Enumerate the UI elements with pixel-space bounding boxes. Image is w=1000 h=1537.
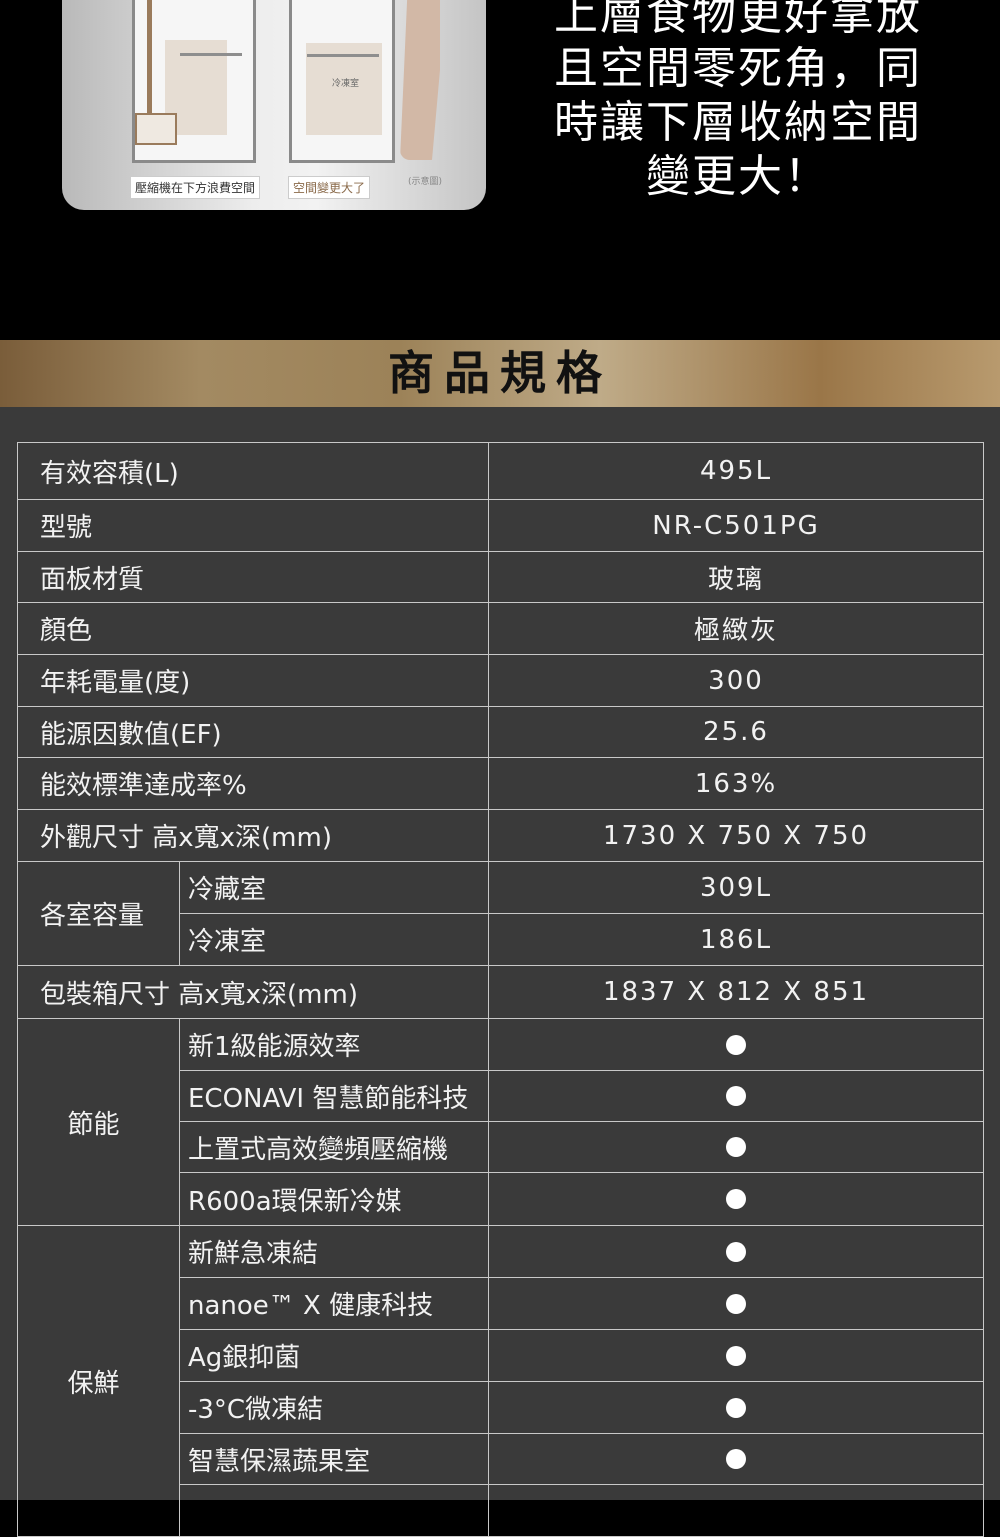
spec-feature-label: -3°C微凍結 — [179, 1381, 489, 1434]
promo-line: 變更大！ — [646, 151, 830, 202]
spec-value-cell — [488, 1225, 984, 1278]
spec-feature-label: nanoe™ X 健康科技 — [179, 1277, 489, 1330]
spec-value: 300 — [488, 654, 984, 707]
caption-left: 壓縮機在下方浪費空間 — [130, 176, 261, 199]
fridge-old-icon — [132, 0, 256, 163]
spec-value: 1730 X 750 X 750 — [488, 809, 984, 862]
spec-value-cell — [488, 1277, 984, 1330]
spec-feature-label: 上置式高效變頻壓縮機 — [179, 1121, 489, 1173]
spec-label: 面板材質 — [17, 551, 489, 603]
spec-value: 309L — [488, 861, 984, 914]
filled-circle-icon — [726, 1241, 746, 1262]
spec-label: 顏色 — [17, 602, 489, 655]
spec-group-label: 各室容量 — [17, 861, 180, 966]
section-title: 商品規格 — [388, 346, 612, 400]
filled-circle-icon — [726, 1189, 746, 1209]
section-banner: 商品規格 — [0, 340, 1000, 407]
spec-value: 玻璃 — [488, 551, 984, 603]
spec-label: 包裝箱尺寸 高x寬x深(mm) — [17, 965, 489, 1019]
spec-label: 能效標準達成率% — [17, 757, 489, 810]
promo-line: 且空間零死角，同 — [554, 43, 922, 94]
filled-circle-icon — [726, 1449, 746, 1469]
person-silhouette-icon — [400, 0, 440, 160]
spec-value-cell — [488, 1121, 984, 1173]
spec-sub-label: 冷凍室 — [179, 913, 489, 966]
promo-text: 上層食物更好拿放 且空間零死角，同 時讓下層收納空間 變更大！ — [540, 0, 936, 204]
spec-label: 有效容積(L) — [17, 442, 489, 500]
spec-value: 495L — [488, 442, 984, 500]
caption-right: 空間變更大了 — [288, 176, 371, 199]
fridge-new-icon: 冷凍室 — [289, 0, 395, 163]
spec-feature-label: Ag銀抑菌 — [179, 1329, 489, 1382]
spec-sub-label: 冷藏室 — [179, 861, 489, 914]
spec-value-cell — [488, 1070, 984, 1122]
spec-label: 能源因數值(EF) — [17, 706, 489, 758]
filled-circle-icon — [726, 1086, 746, 1106]
illustration-card: 冷凍室 壓縮機在下方浪費空間 空間變更大了 (示意圖) — [62, 0, 486, 210]
spec-value-cell — [488, 1018, 984, 1071]
spec-group-label: 保鮮 — [17, 1225, 180, 1537]
spec-feature-label: 新1級能源效率 — [179, 1018, 489, 1071]
spec-value-cell — [488, 1172, 984, 1226]
width-arrow-icon — [307, 54, 379, 57]
spec-value-cell — [488, 1329, 984, 1382]
freezer-label: 冷凍室 — [332, 79, 360, 89]
spec-feature-label — [179, 1484, 489, 1537]
spec-value: 186L — [488, 913, 984, 966]
illustration-note: (示意圖) — [408, 177, 443, 187]
spec-value-cell — [488, 1381, 984, 1434]
spec-feature-label: ECONAVI 智慧節能科技 — [179, 1070, 489, 1122]
spec-label: 型號 — [17, 499, 489, 552]
promo-line: 時讓下層收納空間 — [554, 97, 922, 148]
spec-value-cell — [488, 1484, 984, 1537]
spec-value: NR-C501PG — [488, 499, 984, 552]
filled-circle-icon — [726, 1293, 746, 1314]
filled-circle-icon — [726, 1397, 746, 1418]
spec-feature-label: 智慧保濕蔬果室 — [179, 1433, 489, 1485]
filled-circle-icon — [726, 1137, 746, 1157]
spec-value: 163% — [488, 757, 984, 810]
width-arrow-icon — [180, 53, 242, 56]
spec-value: 極緻灰 — [488, 602, 984, 655]
filled-circle-icon — [726, 1345, 746, 1366]
spec-label: 年耗電量(度) — [17, 654, 489, 707]
spec-feature-label: R600a環保新冷媒 — [179, 1172, 489, 1226]
spec-value: 1837 X 812 X 851 — [488, 965, 984, 1019]
spec-feature-label: 新鮮急凍結 — [179, 1225, 489, 1278]
promo-line: 上層食物更好拿放 — [554, 0, 922, 40]
filled-circle-icon — [726, 1034, 746, 1055]
spec-label: 外觀尺寸 高x寬x深(mm) — [17, 809, 489, 862]
spec-value-cell — [488, 1433, 984, 1485]
spec-value: 25.6 — [488, 706, 984, 758]
spec-background — [0, 407, 1000, 1500]
spec-group-label: 節能 — [17, 1018, 180, 1226]
